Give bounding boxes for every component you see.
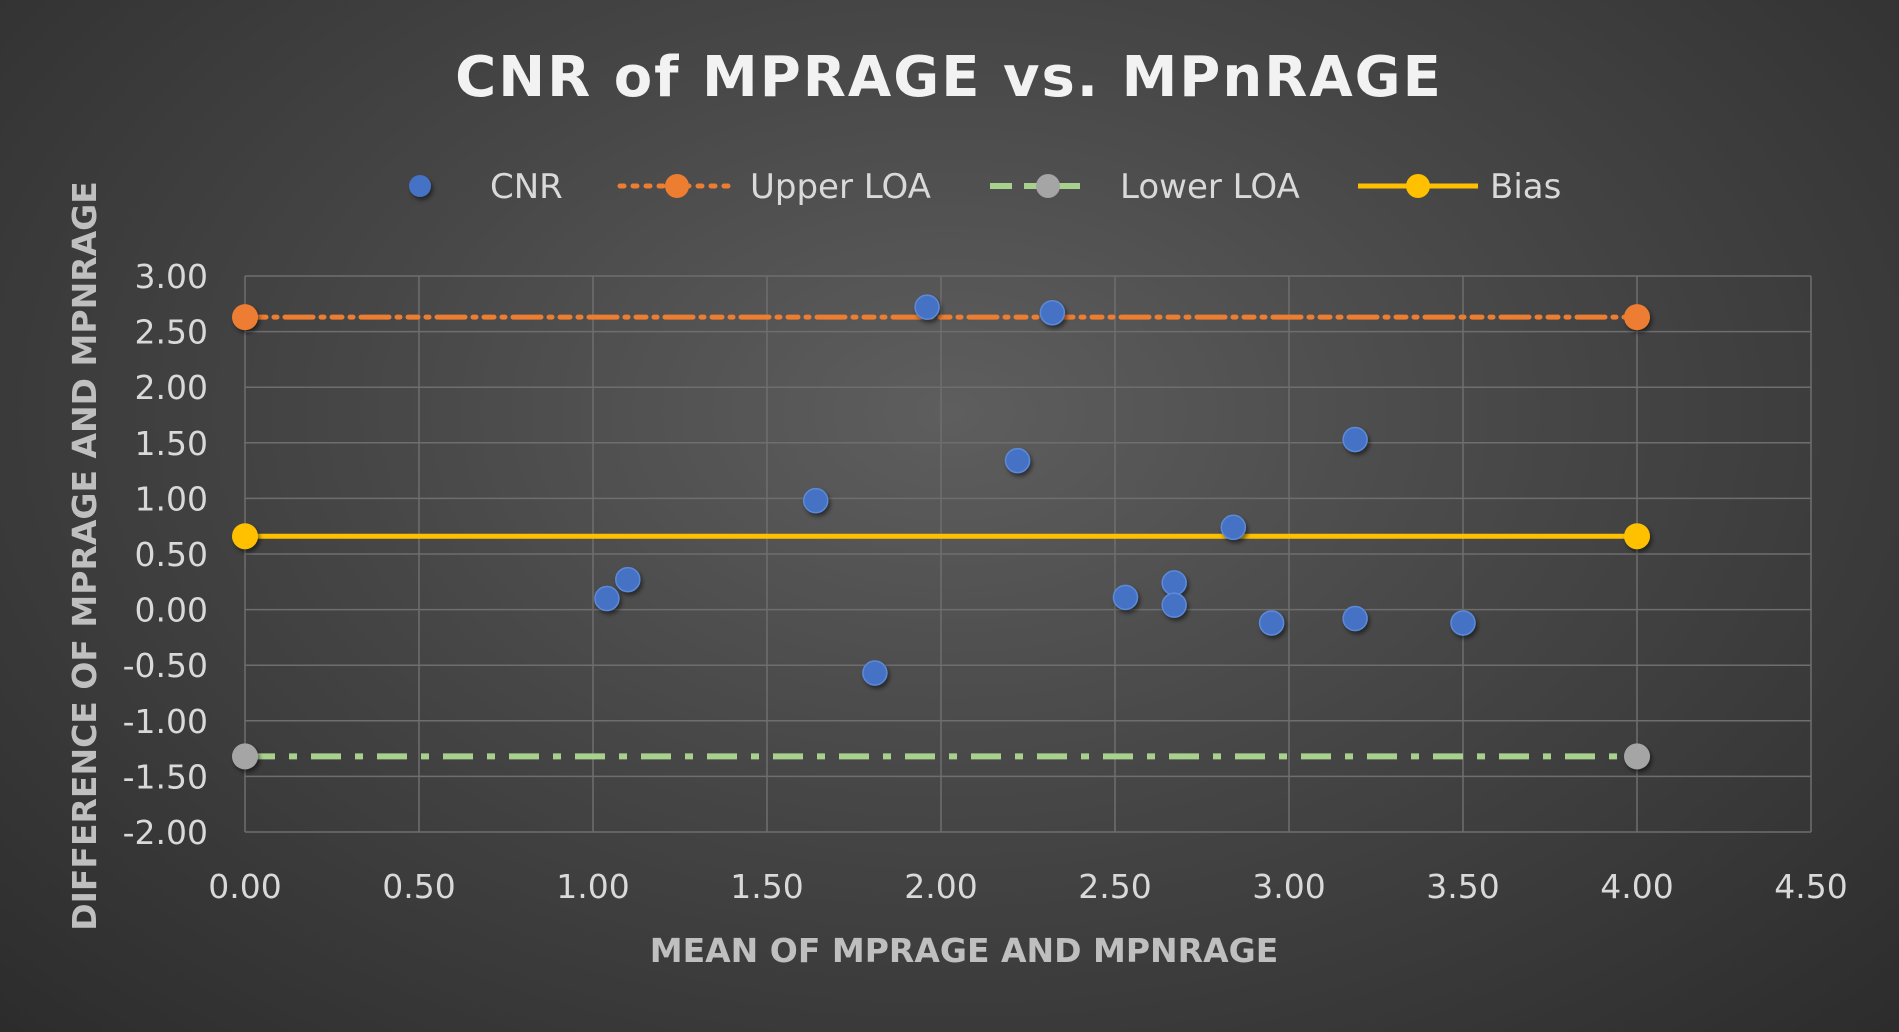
y-tick-label: -2.00 <box>123 813 208 852</box>
y-tick-label: 0.50 <box>135 535 208 574</box>
x-axis-ticks: 0.00 0.50 1.00 1.50 2.00 2.50 3.00 3.50 4.00 4.50 <box>208 867 1847 906</box>
x-tick-label: 2.50 <box>1078 867 1151 906</box>
x-tick-label: 3.00 <box>1252 867 1325 906</box>
y-tick-label: 1.00 <box>135 479 208 518</box>
legend-label-lower-loa: Lower LOA <box>1120 167 1300 207</box>
x-tick-label: 2.00 <box>904 867 977 906</box>
upper-loa-marker <box>1624 304 1650 331</box>
legend-label-cnr: CNR <box>490 167 563 207</box>
legend-item-lower-loa[interactable]: Lower LOA <box>990 167 1300 207</box>
x-axis-title: MEAN OF MPRAGE AND MPNRAGE <box>650 931 1278 970</box>
y-tick-label: 3.00 <box>135 257 208 296</box>
gridlines <box>244 275 1812 833</box>
cnr-point <box>1161 592 1187 618</box>
x-tick-label: 0.00 <box>208 867 281 906</box>
cnr-point <box>914 294 940 320</box>
y-tick-label: 1.50 <box>135 424 208 463</box>
cnr-point <box>1258 610 1285 636</box>
scatter-points <box>594 294 1476 686</box>
cnr-point <box>1450 610 1476 636</box>
legend-marker-bias <box>1406 174 1430 198</box>
legend-label-bias: Bias <box>1490 167 1561 207</box>
chart-title: CNR of MPRAGE vs. MPnRAGE <box>455 45 1443 110</box>
y-axis-ticks: 3.00 2.50 2.00 1.50 1.00 0.50 0.00 -0.50 -1.00 -1… <box>123 257 208 852</box>
y-tick-label: -1.00 <box>123 702 208 741</box>
y-tick-label: -1.50 <box>123 757 208 796</box>
legend-item-cnr[interactable]: CNR <box>409 167 563 207</box>
cnr-point <box>1220 514 1247 541</box>
cnr-point <box>1112 584 1139 611</box>
lower-loa-marker <box>232 743 258 770</box>
legend-marker-upper-loa <box>665 174 689 198</box>
cnr-point <box>862 660 888 686</box>
y-tick-label: 2.50 <box>135 313 208 352</box>
x-tick-label: 1.00 <box>556 867 629 906</box>
cnr-point <box>802 487 829 514</box>
y-tick-label: 0.00 <box>135 591 208 630</box>
cnr-point <box>594 585 620 612</box>
legend-marker-cnr <box>409 175 431 197</box>
x-tick-label: 1.50 <box>730 867 803 906</box>
legend-item-upper-loa[interactable]: Upper LOA <box>617 167 931 207</box>
y-tick-label: -0.50 <box>123 646 208 685</box>
legend-marker-lower-loa <box>1036 174 1060 198</box>
bias-marker <box>1624 523 1650 550</box>
cnr-point <box>1039 299 1066 326</box>
cnr-point <box>1342 426 1368 453</box>
y-tick-label: 2.00 <box>135 368 208 407</box>
legend-item-bias[interactable]: Bias <box>1358 167 1561 207</box>
cnr-point <box>1161 570 1187 596</box>
cnr-point <box>615 566 641 593</box>
lower-loa-marker <box>1624 743 1650 770</box>
upper-loa-marker <box>232 304 258 331</box>
cnr-point <box>1342 605 1368 632</box>
y-axis-title: DIFFERENCE OF MPRAGE AND MPNRAGE <box>65 181 104 931</box>
bias-marker <box>232 523 258 550</box>
legend-label-upper-loa: Upper LOA <box>750 167 931 207</box>
x-tick-label: 3.50 <box>1426 867 1499 906</box>
x-tick-label: 0.50 <box>382 867 455 906</box>
x-tick-label: 4.00 <box>1600 867 1673 906</box>
cnr-point <box>1004 447 1031 474</box>
legend: CNR Upper LOA Lower LOA Bias <box>409 167 1561 207</box>
x-tick-label: 4.50 <box>1774 867 1847 906</box>
reference-lines <box>232 304 1650 770</box>
